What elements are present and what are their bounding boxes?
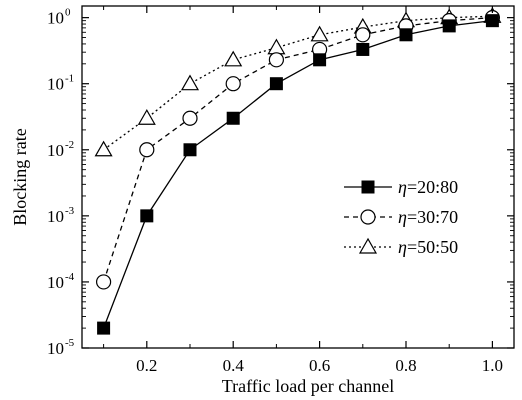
data-point: [485, 14, 499, 28]
legend-marker: [361, 180, 375, 194]
data-point: [182, 110, 198, 126]
data-point: [313, 53, 327, 67]
legend-value: =20:80: [407, 177, 458, 197]
data-point: [356, 42, 370, 56]
y-tick-exponent: -3: [65, 205, 75, 217]
series-layer: [94, 7, 502, 335]
y-axis-title: Blocking rate: [10, 128, 30, 225]
legend-item-2: η=30:70: [344, 207, 458, 227]
x-tick-label: 0.2: [136, 356, 157, 375]
data-point: [267, 38, 286, 55]
legend-marker: [360, 209, 376, 225]
data-point: [226, 111, 240, 125]
data-point: [269, 77, 283, 91]
y-tick-exponent: 0: [65, 7, 71, 19]
data-point: [225, 76, 241, 92]
y-tick-exponent: -2: [65, 139, 74, 151]
plot-frame: [81, 5, 515, 349]
legend-item-3: η=50:50: [344, 237, 458, 257]
y-tick-label: 10: [47, 339, 64, 358]
series-line: [103, 15, 493, 151]
data-point: [183, 143, 197, 157]
series-line: [102, 16, 493, 283]
y-tick-exponent: -5: [65, 337, 75, 349]
legend-symbol: η: [398, 237, 407, 257]
legend-item-1: η=20:80: [344, 177, 458, 197]
x-axis-ticks: 0.2 0.4 0.6 0.8 1.0: [103, 6, 503, 375]
legend-symbol: η: [398, 177, 407, 197]
data-point: [97, 321, 111, 335]
data-point: [399, 28, 413, 42]
data-point: [180, 74, 200, 91]
data-point: [95, 274, 112, 290]
x-axis-title: Traffic load per channel: [222, 376, 394, 396]
x-tick-label: 0.6: [309, 356, 330, 375]
data-point: [224, 50, 243, 67]
legend-label: η=30:70: [398, 207, 458, 227]
y-tick-exponent: -1: [65, 73, 74, 85]
legend-label: η=20:80: [398, 177, 458, 197]
data-point: [137, 109, 156, 125]
legend-label: η=50:50: [398, 237, 458, 257]
legend-value: =50:50: [407, 237, 458, 257]
y-tick-label: 10: [47, 75, 64, 94]
data-point: [139, 142, 155, 158]
data-point: [310, 25, 329, 42]
data-point: [94, 140, 113, 157]
y-tick-label: 10: [47, 141, 64, 160]
legend-value: =30:70: [407, 207, 458, 227]
series-3: [94, 7, 502, 157]
data-point: [140, 209, 154, 223]
legend-marker: [358, 237, 378, 254]
legend-symbol: η: [398, 207, 407, 227]
y-tick-label: 10: [47, 273, 64, 292]
y-tick-label: 10: [47, 207, 64, 226]
data-point: [442, 19, 456, 33]
series-line: [102, 20, 493, 329]
plot-area: [81, 5, 515, 349]
x-tick-label: 0.4: [223, 356, 245, 375]
series-1: [97, 14, 499, 335]
x-tick-label: 1.0: [482, 356, 503, 375]
legend: η=20:80η=30:70η=50:50: [344, 177, 458, 257]
data-point: [268, 52, 284, 68]
x-tick-label: 0.8: [395, 356, 416, 375]
y-tick-exponent: -4: [65, 271, 75, 283]
y-tick-label: 10: [47, 9, 64, 28]
data-point: [355, 27, 371, 43]
